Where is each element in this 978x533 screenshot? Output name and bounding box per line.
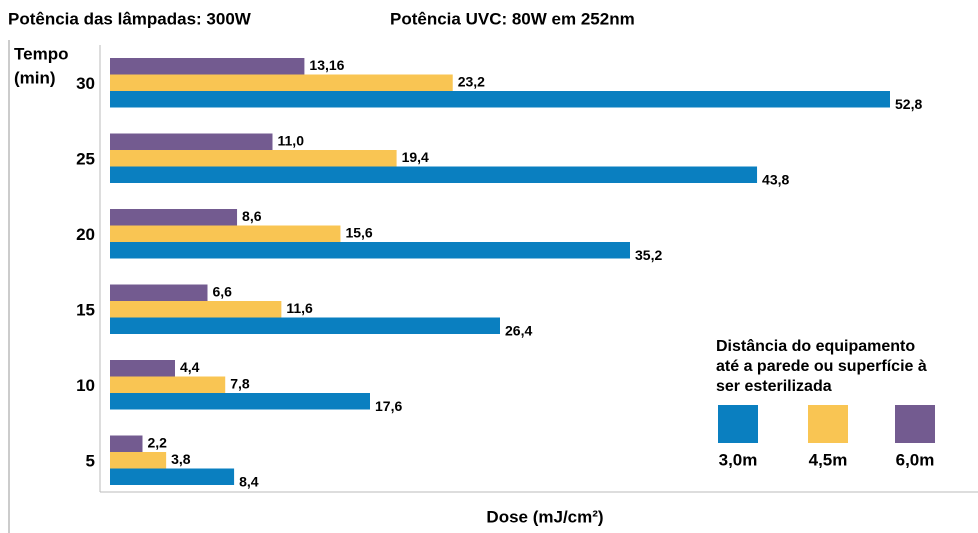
data-label: 52,8	[895, 96, 922, 112]
data-label: 19,4	[402, 149, 429, 165]
data-label: 8,4	[239, 473, 259, 489]
legend-swatch	[718, 405, 758, 443]
bar	[110, 376, 226, 393]
bar	[110, 91, 890, 108]
y-axis-label: Tempo	[14, 44, 68, 63]
bar	[110, 301, 282, 318]
legend-swatch	[895, 405, 935, 443]
chart-subtitle: Potência UVC: 80W em 252nm	[390, 9, 635, 28]
data-label: 7,8	[230, 375, 250, 391]
legend-label: 3,0m	[719, 450, 758, 469]
bar	[110, 452, 167, 469]
bar	[110, 74, 453, 91]
legend-title: Distância do equipamento	[716, 338, 915, 355]
y-tick-label: 10	[76, 376, 95, 395]
data-label: 35,2	[635, 247, 662, 263]
y-tick-label: 30	[76, 74, 95, 93]
data-label: 13,16	[309, 57, 344, 73]
data-label: 3,8	[171, 451, 191, 467]
data-label: 2,2	[148, 434, 168, 450]
y-axis-label: (min)	[14, 68, 56, 87]
bar	[110, 435, 143, 452]
bar	[110, 150, 397, 167]
legend-title: até a parede ou superfície à	[716, 358, 927, 375]
chart-title: Potência das lâmpadas: 300W	[8, 9, 252, 28]
data-label: 43,8	[762, 171, 789, 187]
legend-label: 6,0m	[896, 450, 935, 469]
bar	[110, 360, 175, 377]
data-label: 17,6	[375, 398, 402, 414]
data-label: 26,4	[505, 322, 532, 338]
data-label: 4,4	[180, 359, 200, 375]
legend-label: 4,5m	[809, 450, 848, 469]
y-tick-label: 15	[76, 301, 95, 320]
data-label: 11,0	[278, 132, 305, 148]
bar	[110, 468, 235, 485]
y-tick-label: 20	[76, 225, 95, 244]
y-tick-label: 5	[86, 452, 95, 471]
bar	[110, 166, 758, 183]
legend-title: ser esterilizada	[716, 378, 832, 395]
data-label: 23,2	[458, 73, 485, 89]
data-label: 6,6	[213, 283, 233, 299]
bar	[110, 284, 208, 301]
bar	[110, 242, 630, 259]
x-axis-label: Dose (mJ/cm²)	[486, 507, 603, 526]
data-label: 8,6	[242, 208, 262, 224]
y-tick-label: 25	[76, 150, 95, 169]
legend-swatch	[808, 405, 848, 443]
bar	[110, 133, 273, 150]
data-label: 15,6	[345, 224, 372, 240]
bar	[110, 393, 370, 410]
bar	[110, 209, 238, 226]
data-label: 11,6	[286, 300, 313, 316]
bar	[110, 58, 305, 75]
bar	[110, 317, 500, 334]
bar	[110, 225, 341, 242]
